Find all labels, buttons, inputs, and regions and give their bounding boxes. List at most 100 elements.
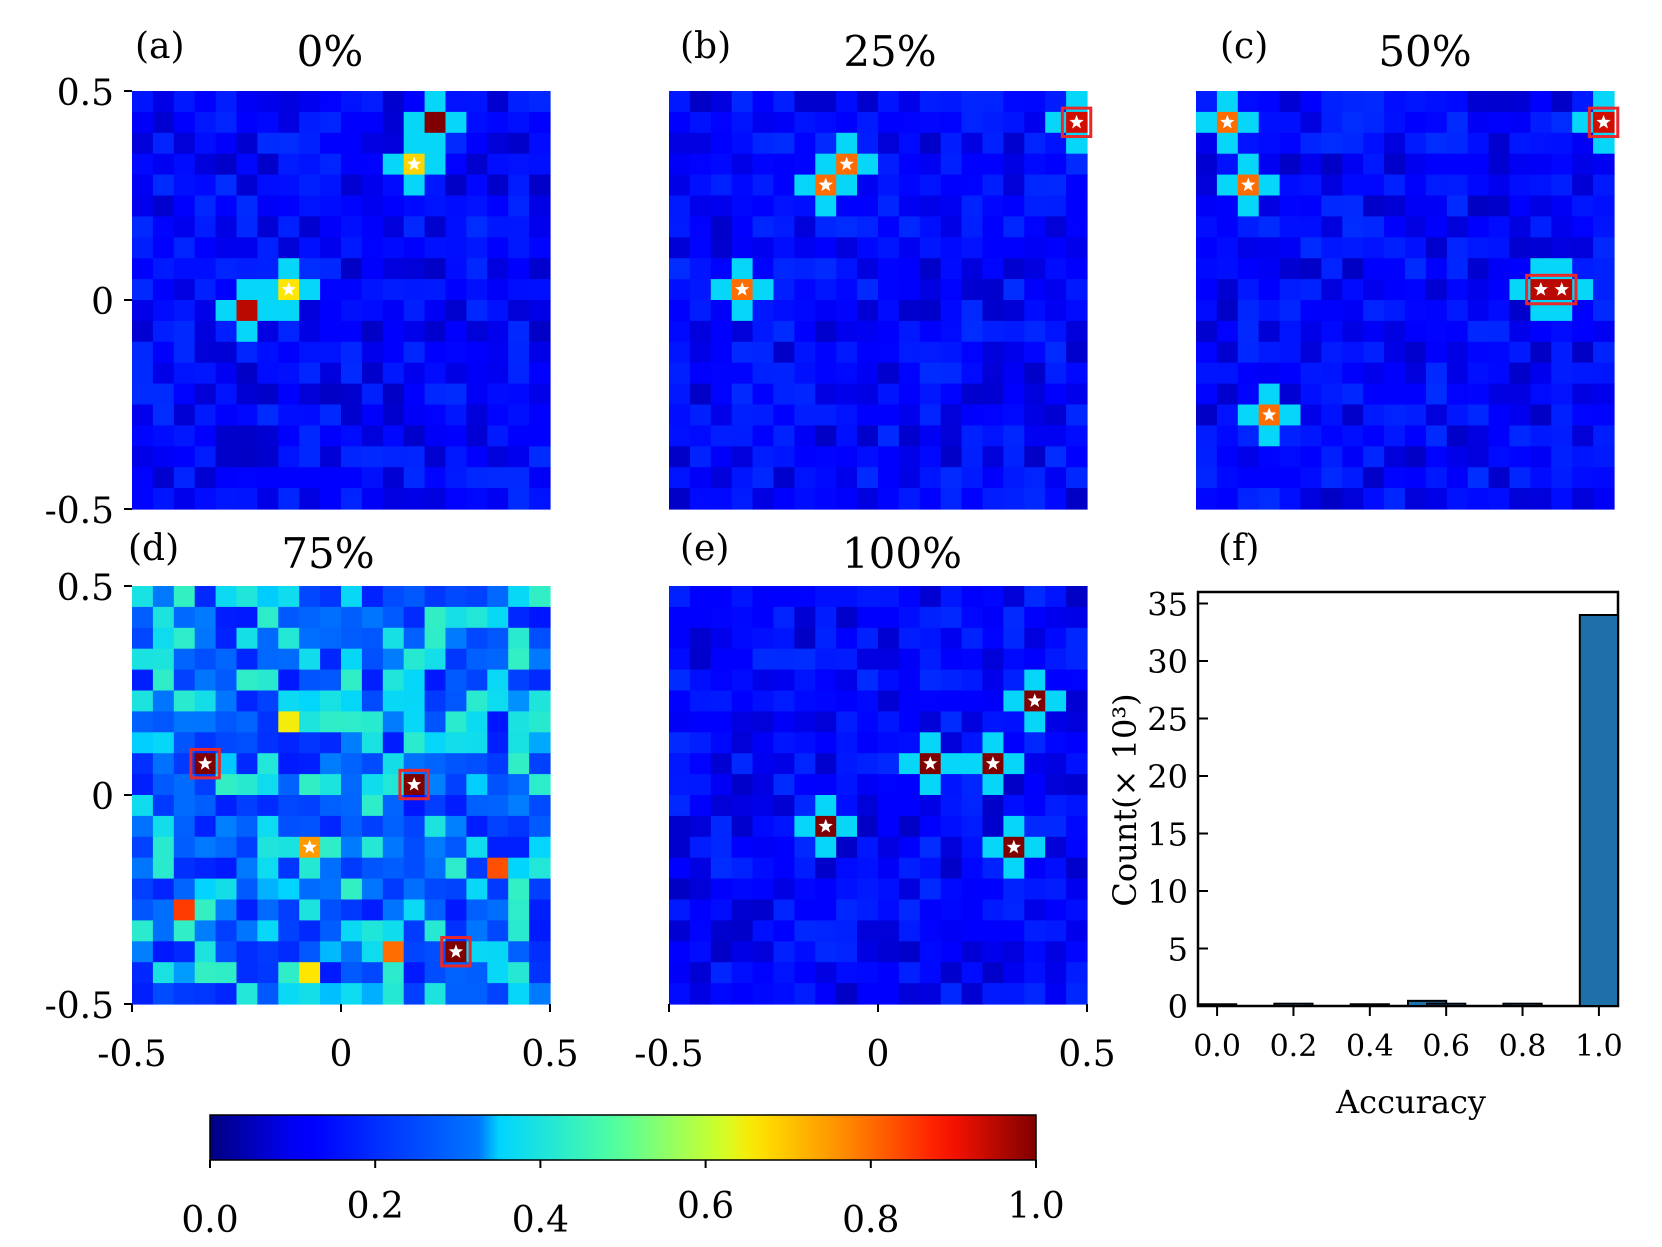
heatmap-cell xyxy=(278,132,300,155)
heatmap-cell xyxy=(710,711,733,733)
heatmap-cell xyxy=(1488,132,1511,155)
heatmap-cell xyxy=(361,404,384,426)
heatmap-cell xyxy=(320,606,342,629)
heatmap-cell xyxy=(445,216,467,238)
heatmap-cell xyxy=(689,836,712,859)
heatmap-cell xyxy=(508,216,530,238)
heatmap-cell xyxy=(752,153,775,176)
heatmap-cell xyxy=(508,774,530,796)
heatmap-cell xyxy=(1003,258,1025,280)
heatmap-cell xyxy=(445,795,467,817)
heatmap-cell xyxy=(1045,774,1067,796)
heatmap-cell xyxy=(361,446,384,468)
heatmap-cell xyxy=(1024,606,1046,629)
heatmap-cell xyxy=(257,467,279,489)
heatmap-cell xyxy=(403,878,426,901)
heatmap-cell xyxy=(236,279,258,301)
heatmap-cell xyxy=(857,425,879,447)
heatmap-cell xyxy=(257,983,279,1005)
heatmap-cell xyxy=(215,195,238,217)
heatmap-cell xyxy=(466,774,488,796)
heatmap-cell xyxy=(361,983,384,1005)
heatmap-cell xyxy=(215,857,238,880)
heatmap-cell xyxy=(1024,446,1046,468)
heatmap-cell xyxy=(361,711,384,733)
heatmap-cell xyxy=(194,962,217,984)
heatmap-cell xyxy=(773,383,795,406)
heatmap-cell xyxy=(152,899,175,921)
heatmap-cell xyxy=(1551,91,1573,113)
heatmap-cell xyxy=(466,362,488,385)
heatmap-cell xyxy=(278,586,300,608)
heatmap-cell xyxy=(1066,279,1088,301)
heatmap-cell xyxy=(878,341,900,364)
heatmap-cell xyxy=(1509,341,1531,364)
heatmap-cell xyxy=(173,857,196,880)
heatmap-cell xyxy=(710,941,733,963)
heatmap-cell xyxy=(794,920,816,942)
heatmap-cell xyxy=(382,878,405,901)
heatmap-cell xyxy=(487,174,509,197)
heatmap-cell xyxy=(919,941,942,963)
heatmap-cell xyxy=(445,91,467,113)
heatmap-cell xyxy=(898,258,921,280)
heatmap-cell xyxy=(1425,91,1448,113)
heatmap-cell xyxy=(919,174,942,197)
heatmap-cell xyxy=(341,488,363,510)
heatmap-cell xyxy=(1024,216,1046,238)
heatmap-cell xyxy=(773,941,795,963)
heatmap-cell xyxy=(173,383,196,406)
heatmap-cell xyxy=(1488,216,1511,238)
heatmap-cell xyxy=(236,341,258,364)
heatmap-cell xyxy=(236,962,258,984)
heatmap-cell xyxy=(1196,258,1218,280)
heatmap-cell xyxy=(773,920,795,942)
heatmap-cell xyxy=(1363,362,1385,385)
heatmap-cell xyxy=(215,488,238,510)
heatmap-cell xyxy=(1045,383,1067,406)
heatmap-cell xyxy=(689,962,712,984)
heatmap-cell xyxy=(794,404,816,426)
heatmap-cell xyxy=(508,488,530,510)
heatmap-cell xyxy=(919,216,942,238)
heatmap-cell xyxy=(919,132,942,155)
heatmap-cell xyxy=(857,983,879,1005)
heatmap-cell xyxy=(710,258,733,280)
heatmap-cell xyxy=(320,153,342,176)
heatmap-cell xyxy=(773,586,795,608)
heatmap-cell xyxy=(236,753,258,775)
heatmap-cell xyxy=(1384,279,1406,301)
heatmap-cell xyxy=(669,941,691,963)
panel-label-b: (b) xyxy=(680,26,731,67)
heatmap-cell xyxy=(152,320,175,343)
heatmap-cell xyxy=(1363,467,1385,489)
heatmap-cell xyxy=(382,300,405,322)
heatmap-cell xyxy=(1045,753,1067,775)
heatmap-cell xyxy=(982,669,1004,692)
heatmap-cell xyxy=(919,857,942,880)
heatmap-cell xyxy=(403,404,426,426)
heatmap-cell xyxy=(1279,425,1302,447)
heatmap-cell xyxy=(1321,488,1343,510)
heatmap-cell xyxy=(132,774,154,796)
heatmap-cell xyxy=(1216,174,1239,197)
heatmap-cell xyxy=(529,648,551,671)
heatmap-cell xyxy=(299,606,321,629)
heatmap-cell xyxy=(982,153,1004,176)
heatmap-cell xyxy=(320,216,342,238)
heatmap-cell xyxy=(299,258,321,280)
heatmap-cell xyxy=(278,815,300,838)
heatmap-cell xyxy=(299,815,321,838)
heatmap-cell xyxy=(878,467,900,489)
heatmap-cell xyxy=(1405,153,1427,176)
heatmap-cell xyxy=(299,153,321,176)
heatmap-cell xyxy=(403,962,426,984)
heatmap-cell xyxy=(361,878,384,901)
heatmap-cell xyxy=(731,91,754,113)
heatmap-cell xyxy=(320,467,342,489)
heatmap-cell xyxy=(257,962,279,984)
heatmap-cell xyxy=(236,111,258,134)
heatmap-cell xyxy=(320,111,342,134)
heatmap-cell xyxy=(1003,216,1025,238)
heatmap-cell xyxy=(982,195,1004,217)
